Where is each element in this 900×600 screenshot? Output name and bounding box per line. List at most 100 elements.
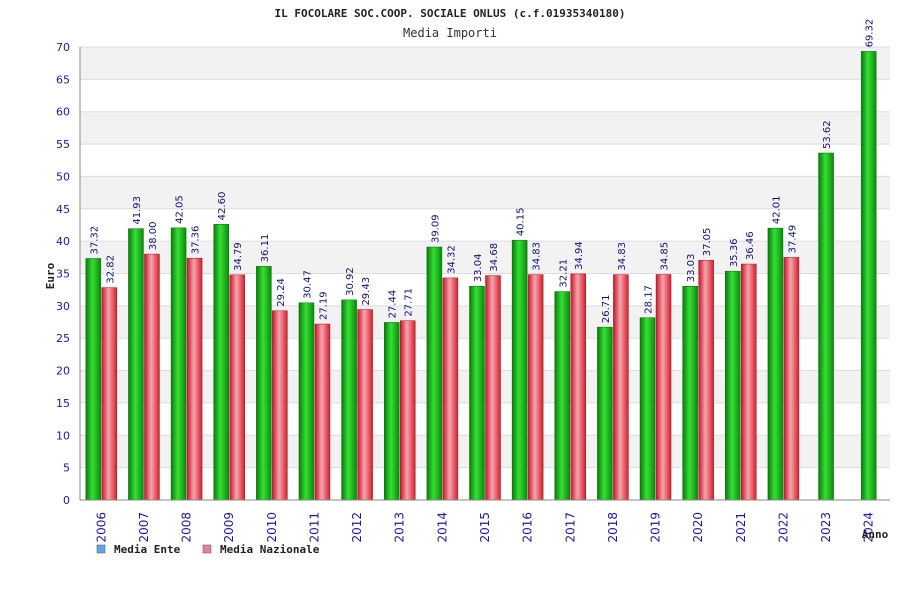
- bar-media-ente-2015: [469, 285, 485, 501]
- bar-media-nazionale-2021: [741, 263, 757, 501]
- x-tick-label: 2018: [606, 512, 620, 543]
- bar-value-label: 40.15: [516, 208, 527, 237]
- bar-value-label: 32.21: [558, 259, 569, 288]
- bar-media-nazionale-2015: [485, 275, 501, 501]
- bar-value-label: 37.49: [787, 225, 798, 254]
- bar-value-label: 32.82: [105, 255, 116, 284]
- bar-media-ente-2022: [767, 227, 784, 501]
- y-tick-label: 70: [56, 41, 70, 54]
- bar-media-ente-2012: [341, 299, 357, 501]
- bar-media-nazionale-2018: [613, 274, 629, 501]
- bar-value-label: 37.32: [89, 226, 100, 255]
- bar-value-label: 53.62: [822, 120, 833, 149]
- bar-value-label: 33.04: [473, 254, 484, 283]
- bar-value-label: 35.36: [729, 239, 740, 268]
- bar-value-label: 30.47: [302, 270, 313, 299]
- bar-value-label: 34.85: [660, 242, 671, 271]
- legend-label-media-ente: Media Ente: [114, 543, 181, 556]
- legend-label-media-nazionale: Media Nazionale: [220, 543, 320, 556]
- plot-band: [80, 111, 890, 145]
- chart-title: IL FOCOLARE SOC.COOP. SOCIALE ONLUS (c.f…: [275, 7, 626, 20]
- bar-value-label: 26.71: [601, 295, 612, 324]
- bar-media-nazionale-2011: [314, 323, 331, 501]
- x-tick-label: 2023: [819, 512, 833, 543]
- bar-media-ente-2008: [170, 227, 187, 501]
- bar-value-label: 36.46: [745, 231, 756, 260]
- bar-media-nazionale-2019: [655, 274, 672, 501]
- bar-media-nazionale-2014: [442, 277, 459, 501]
- bar-media-ente-2010: [256, 266, 272, 501]
- x-axis-label: Anno: [862, 528, 889, 541]
- bar-value-label: 42.01: [771, 195, 782, 224]
- bar-media-nazionale-2008: [186, 257, 203, 501]
- bar-media-ente-2006: [85, 258, 102, 501]
- bar-value-label: 27.44: [388, 290, 399, 319]
- y-tick-label: 45: [56, 203, 70, 216]
- bar-media-ente-2011: [298, 302, 315, 501]
- x-tick-label: 2021: [734, 512, 748, 543]
- x-tick-label: 2008: [180, 512, 194, 543]
- y-tick-label: 50: [56, 170, 70, 183]
- bar-media-nazionale-2013: [399, 320, 416, 501]
- bar-media-ente-2009: [213, 224, 229, 501]
- bar-value-label: 34.32: [446, 245, 457, 274]
- plot-band: [80, 176, 890, 209]
- chart-subtitle: Media Importi: [403, 26, 497, 40]
- x-axis-ticks: 2006 2007 2008 2009 2010 2011 2012 2013 2014 2015…: [94, 512, 875, 543]
- bar-value-label: 29.24: [276, 278, 287, 307]
- bar-value-label: 39.09: [430, 214, 441, 243]
- plot-band: [80, 47, 890, 80]
- x-tick-label: 2012: [350, 512, 364, 543]
- y-tick-label: 60: [56, 106, 70, 119]
- bar-media-nazionale-2020: [698, 259, 714, 501]
- bar-value-label: 34.68: [489, 243, 500, 272]
- bar-value-label: 34.94: [574, 241, 585, 270]
- bar-value-label: 38.00: [148, 221, 159, 250]
- x-tick-label: 2014: [435, 512, 449, 543]
- bar-media-nazionale-2012: [357, 309, 373, 501]
- legend-item-media-ente: Media Ente: [96, 543, 181, 556]
- bar-value-label: 28.17: [644, 285, 655, 314]
- x-tick-label: 2011: [307, 512, 321, 543]
- bar-media-ente-2021: [725, 270, 741, 501]
- bar-media-ente-2024: [860, 51, 877, 501]
- bar-value-label: 30.92: [345, 267, 356, 296]
- bar-media-nazionale-2017: [570, 273, 587, 501]
- legend-swatch-media-ente: [96, 544, 106, 554]
- y-axis-label: Euro: [44, 262, 57, 289]
- bar-media-ente-2019: [639, 317, 656, 501]
- bar-media-nazionale-2022: [783, 257, 800, 501]
- bar-media-ente-2013: [383, 322, 400, 501]
- bar-value-label: 34.83: [617, 242, 628, 271]
- legend: Media Ente Media Nazionale: [96, 543, 320, 556]
- y-tick-label: 65: [56, 73, 70, 86]
- bar-media-nazionale-2006: [101, 287, 118, 501]
- y-axis-ticks: 0 5 10 15 20 25 30 35 40 45 50 55 60 65 70: [56, 41, 70, 507]
- bar-media-ente-2017: [554, 291, 571, 501]
- x-tick-label: 2015: [478, 512, 492, 543]
- x-tick-label: 2016: [521, 512, 535, 543]
- x-tick-label: 2017: [563, 512, 577, 543]
- bar-media-ente-2007: [128, 228, 144, 501]
- bar-media-nazionale-2010: [272, 310, 288, 501]
- bar-value-label: 42.05: [175, 195, 186, 224]
- bar-value-label: 33.03: [686, 254, 697, 283]
- bar-value-label: 34.79: [233, 242, 244, 271]
- x-tick-label: 2010: [265, 512, 279, 543]
- y-tick-label: 20: [56, 365, 70, 378]
- y-tick-label: 10: [56, 429, 70, 442]
- bar-media-ente-2018: [597, 326, 613, 501]
- bar-value-label: 41.93: [132, 196, 143, 225]
- y-tick-label: 35: [56, 268, 70, 281]
- y-tick-label: 5: [63, 462, 70, 475]
- plot-band: [80, 79, 890, 112]
- x-tick-label: 2006: [94, 512, 108, 543]
- legend-swatch-media-nazionale: [202, 544, 212, 554]
- x-tick-label: 2007: [137, 512, 151, 543]
- bar-value-label: 42.60: [217, 192, 228, 221]
- bar-media-ente-2020: [682, 285, 698, 501]
- bar-value-label: 37.36: [191, 226, 202, 255]
- y-tick-label: 55: [56, 138, 70, 151]
- bar-value-labels: 37.32 41.93 42.05 42.60 36.11 30.47 30.92 27.44…: [89, 19, 875, 323]
